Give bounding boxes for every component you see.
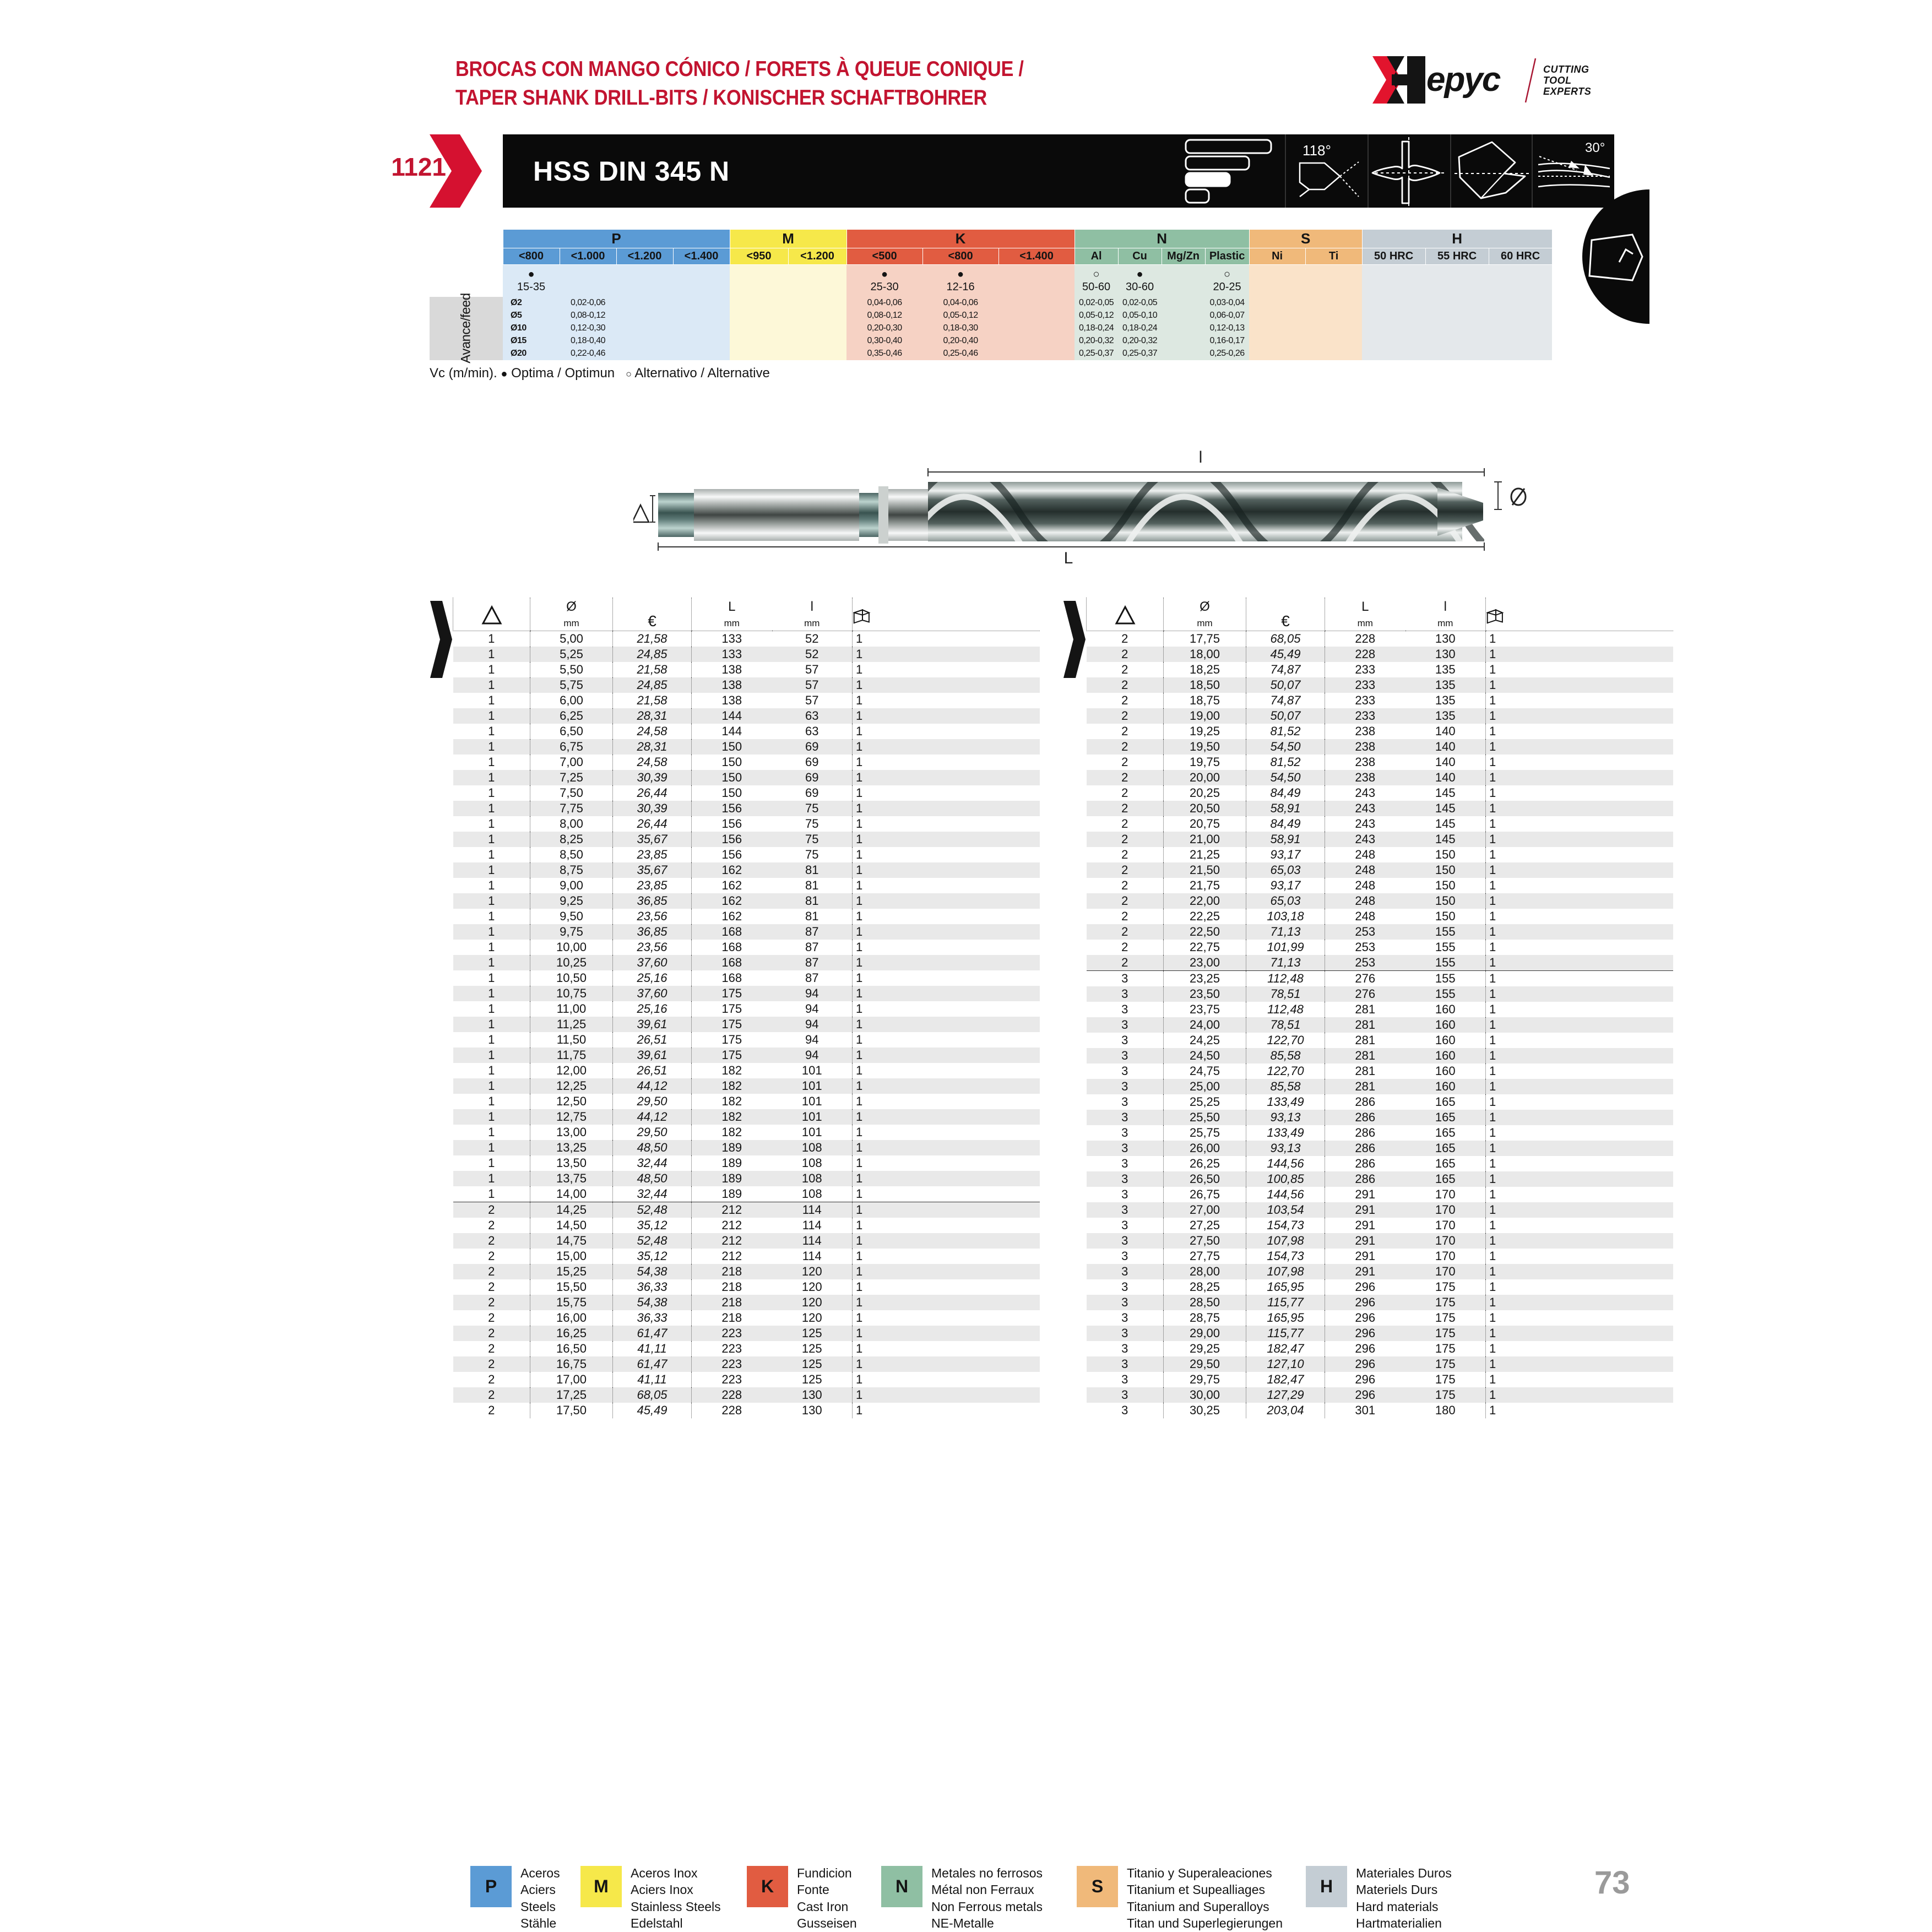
svg-text:L: L [1064, 549, 1073, 567]
svg-text:l: l [1199, 448, 1203, 466]
svg-text:EXPERTS: EXPERTS [1543, 86, 1591, 97]
svg-text:CUTTING: CUTTING [1543, 64, 1589, 75]
svg-text:TOOL: TOOL [1543, 75, 1572, 86]
svg-text:118°: 118° [1303, 142, 1331, 159]
svg-text:30°: 30° [1585, 140, 1605, 155]
svg-text:epyc: epyc [1426, 61, 1501, 99]
